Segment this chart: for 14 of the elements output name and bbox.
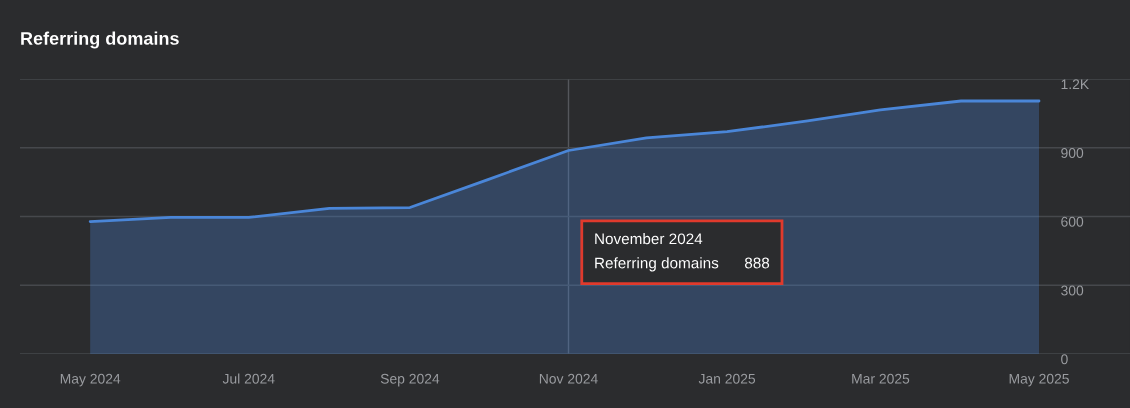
y-tick-label: 1.2K [1061,79,1089,90]
x-tick-label: Jul 2024 [222,373,275,384]
y-tick-label: 0 [1061,354,1068,365]
x-tick-label: Jan 2025 [698,373,756,384]
x-tick-label: Mar 2025 [852,373,910,384]
y-tick-label: 300 [1061,285,1084,296]
chart-title: Referring domains [21,31,179,49]
y-tick-label: 900 [1061,148,1084,158]
x-tick-label: May 2024 [60,373,121,387]
annotation: November 2024 Referring domains 888 [595,233,770,272]
x-tick-label: Nov 2024 [539,373,598,384]
y-tick-label: 600 [1061,216,1084,227]
x-tick-label: Sep 2024 [380,373,440,387]
x-tick-label: May 2025 [1009,373,1069,387]
